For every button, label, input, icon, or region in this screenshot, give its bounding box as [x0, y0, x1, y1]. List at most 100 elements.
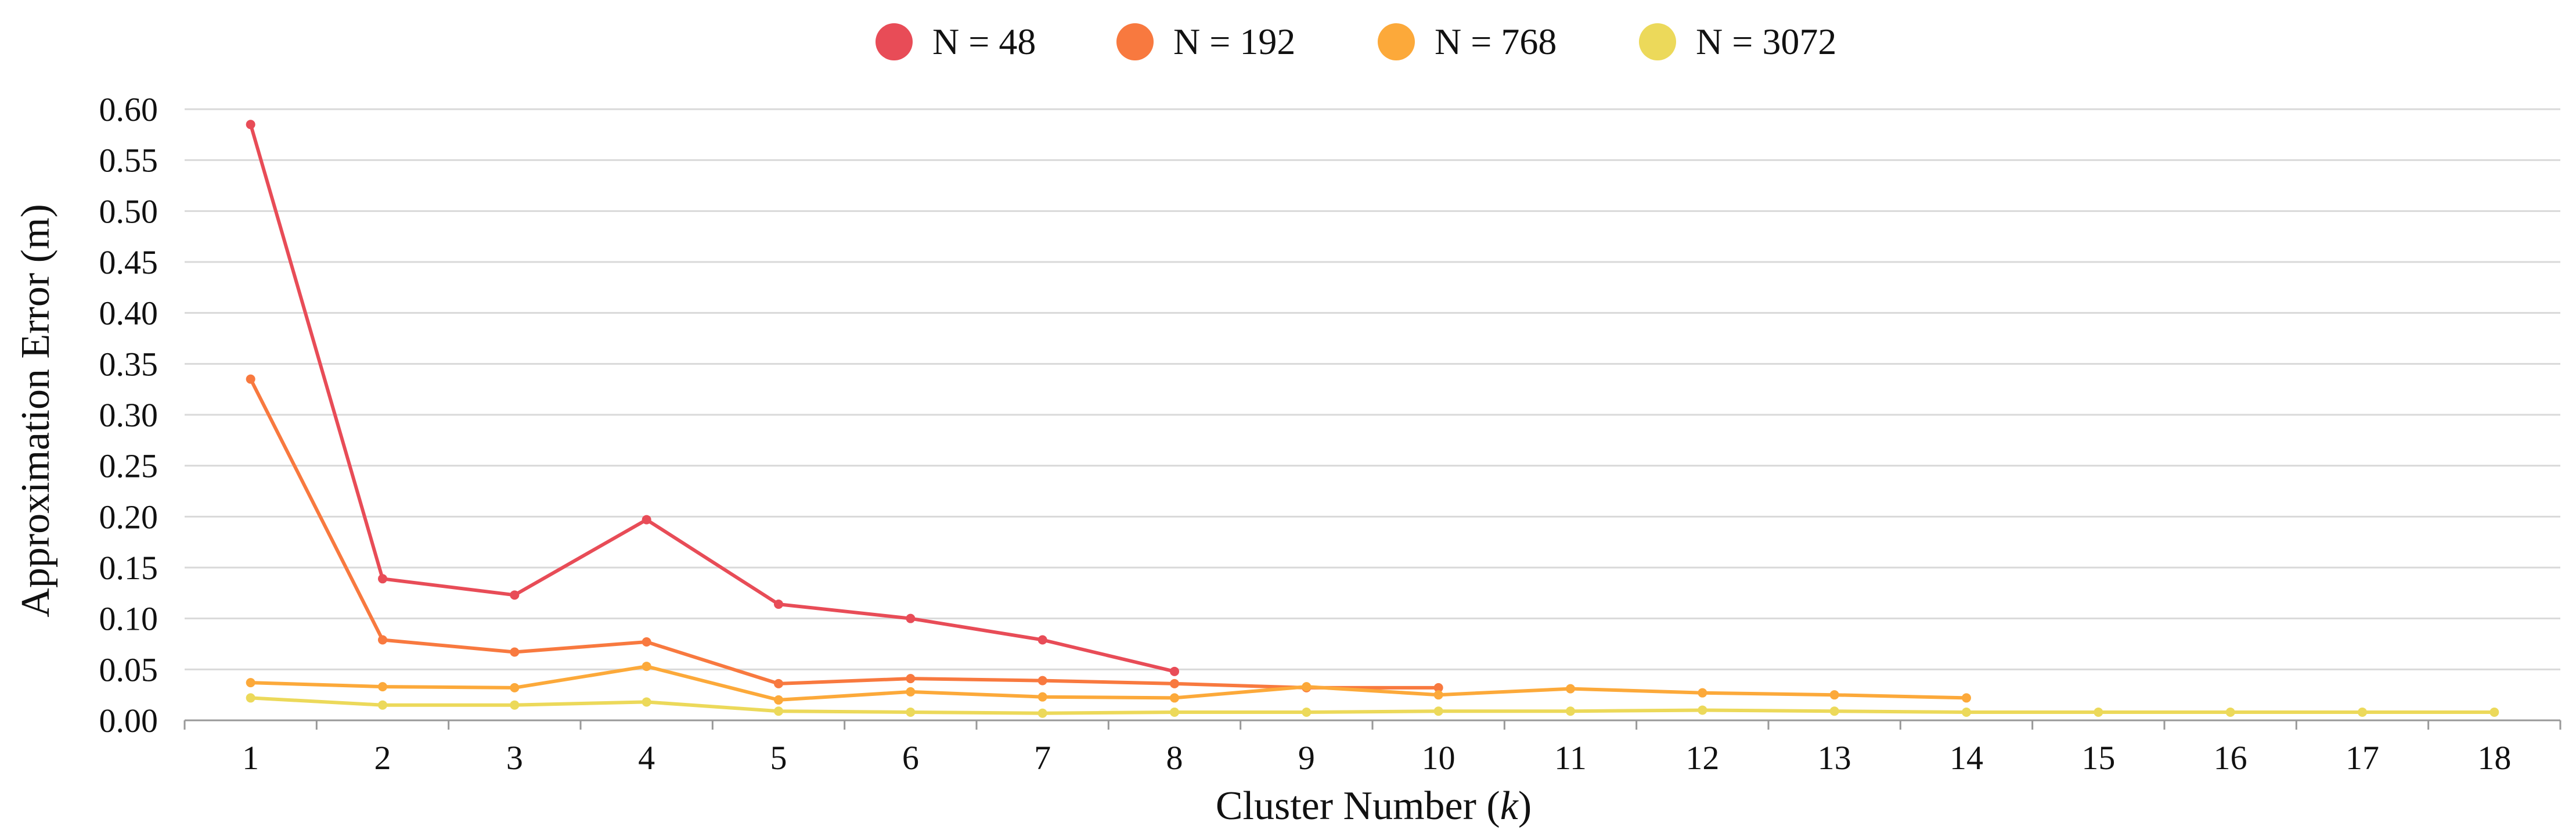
data-point	[774, 706, 783, 716]
data-point	[378, 635, 387, 645]
data-point	[906, 674, 916, 684]
data-point	[1037, 635, 1047, 645]
data-point	[1037, 676, 1047, 685]
data-point	[1433, 690, 1443, 700]
data-point	[2358, 707, 2367, 717]
data-point	[2489, 707, 2499, 717]
data-point	[1962, 707, 1971, 717]
data-point	[906, 613, 916, 623]
x-tick-label: 8	[1166, 739, 1183, 777]
legend-marker-icon	[1116, 23, 1154, 60]
data-point	[246, 374, 255, 384]
data-point	[378, 574, 387, 584]
data-point	[1037, 708, 1047, 718]
x-tick-label: 16	[2214, 739, 2247, 777]
y-tick-label: 0.35	[99, 345, 158, 383]
data-point	[1170, 679, 1179, 688]
y-tick-label: 0.20	[99, 498, 158, 536]
legend-marker-icon	[1639, 23, 1676, 60]
legend-label: N = 192	[1173, 21, 1295, 62]
x-tick-label: 18	[2477, 739, 2511, 777]
data-point	[1433, 683, 1443, 692]
data-point	[510, 647, 520, 657]
data-point	[1037, 692, 1047, 702]
data-point	[1302, 707, 1312, 717]
data-point	[1170, 666, 1179, 676]
data-point	[2225, 707, 2235, 717]
x-tick-label: 9	[1298, 739, 1315, 777]
x-tick-label: 5	[770, 739, 787, 777]
data-point	[1829, 706, 1839, 716]
y-tick-label: 0.25	[99, 447, 158, 485]
data-point	[510, 683, 520, 692]
data-point	[510, 590, 520, 600]
data-point	[246, 693, 255, 703]
legend[interactable]: N = 48 N = 192 N = 768 N = 3072	[876, 21, 1836, 62]
series-4	[246, 693, 2499, 718]
data-point	[774, 695, 783, 705]
x-tick-label: 3	[506, 739, 523, 777]
legend-label: N = 768	[1435, 21, 1557, 62]
data-point	[1170, 707, 1179, 717]
data-point	[510, 700, 520, 710]
series-2	[246, 374, 1443, 692]
x-axis-title-close: )	[1518, 784, 1532, 828]
y-tick-label: 0.60	[99, 91, 158, 128]
data-point	[378, 700, 387, 710]
y-tick-label: 0.50	[99, 192, 158, 230]
data-point	[246, 120, 255, 130]
x-tick-label: 12	[1685, 739, 1719, 777]
legend-marker-icon	[1378, 23, 1415, 60]
x-tick-label: 1	[242, 739, 259, 777]
x-tick-label: 14	[1950, 739, 1983, 777]
x-tick-label: 17	[2346, 739, 2379, 777]
series-line	[250, 696, 2495, 715]
series-group	[246, 120, 2499, 718]
x-axis-title-text: Cluster Number (	[1216, 784, 1500, 828]
data-point	[246, 678, 255, 688]
legend-item[interactable]: N = 768	[1378, 21, 1557, 62]
y-tick-label: 0.40	[99, 295, 158, 332]
y-tick-label: 0.55	[99, 142, 158, 180]
data-point	[1433, 706, 1443, 716]
y-tick-label: 0.00	[99, 702, 158, 740]
gridlines	[185, 108, 2560, 670]
legend-item[interactable]: N = 192	[1116, 21, 1295, 62]
legend-item[interactable]: N = 3072	[1639, 21, 1836, 62]
y-tick-label: 0.45	[99, 243, 158, 281]
data-point	[1829, 690, 1839, 700]
data-point	[2094, 707, 2103, 717]
data-point	[1698, 705, 1707, 715]
x-tick-label: 4	[638, 739, 655, 777]
x-axis: 1 2 3 4 5 6 7 8 9 10 11 12 13 14 15 16 17 18	[183, 719, 2561, 777]
y-axis-ticks: 0.00 0.05 0.10 0.15 0.20 0.25 0.30 0.35 0.40 0.45…	[99, 91, 158, 740]
data-point	[642, 637, 651, 647]
data-point	[1170, 693, 1179, 703]
x-tick-label: 10	[1422, 739, 1455, 777]
data-point	[378, 682, 387, 692]
x-axis-title-variable: k	[1500, 784, 1519, 828]
data-point	[774, 600, 783, 609]
x-axis-title: Cluster Number (k)	[1216, 784, 1532, 828]
series-line	[248, 124, 1175, 673]
x-tick-label: 7	[1034, 739, 1051, 777]
x-tick-label: 15	[2081, 739, 2115, 777]
series-1	[246, 120, 1179, 676]
data-point	[1698, 688, 1707, 698]
data-point	[642, 515, 651, 525]
y-tick-label: 0.05	[99, 651, 158, 688]
legend-item[interactable]: N = 48	[876, 21, 1036, 62]
x-tick-label: 2	[374, 739, 391, 777]
series-line	[250, 665, 1967, 702]
legend-marker-icon	[876, 23, 913, 60]
data-point	[1566, 684, 1575, 694]
series-line	[249, 378, 1439, 690]
data-point	[1962, 693, 1971, 703]
data-point	[642, 697, 651, 707]
data-point	[1302, 682, 1312, 692]
series-3	[246, 662, 1971, 705]
y-tick-label: 0.15	[99, 549, 158, 587]
x-tick-label: 13	[1818, 739, 1851, 777]
data-point	[642, 662, 651, 672]
